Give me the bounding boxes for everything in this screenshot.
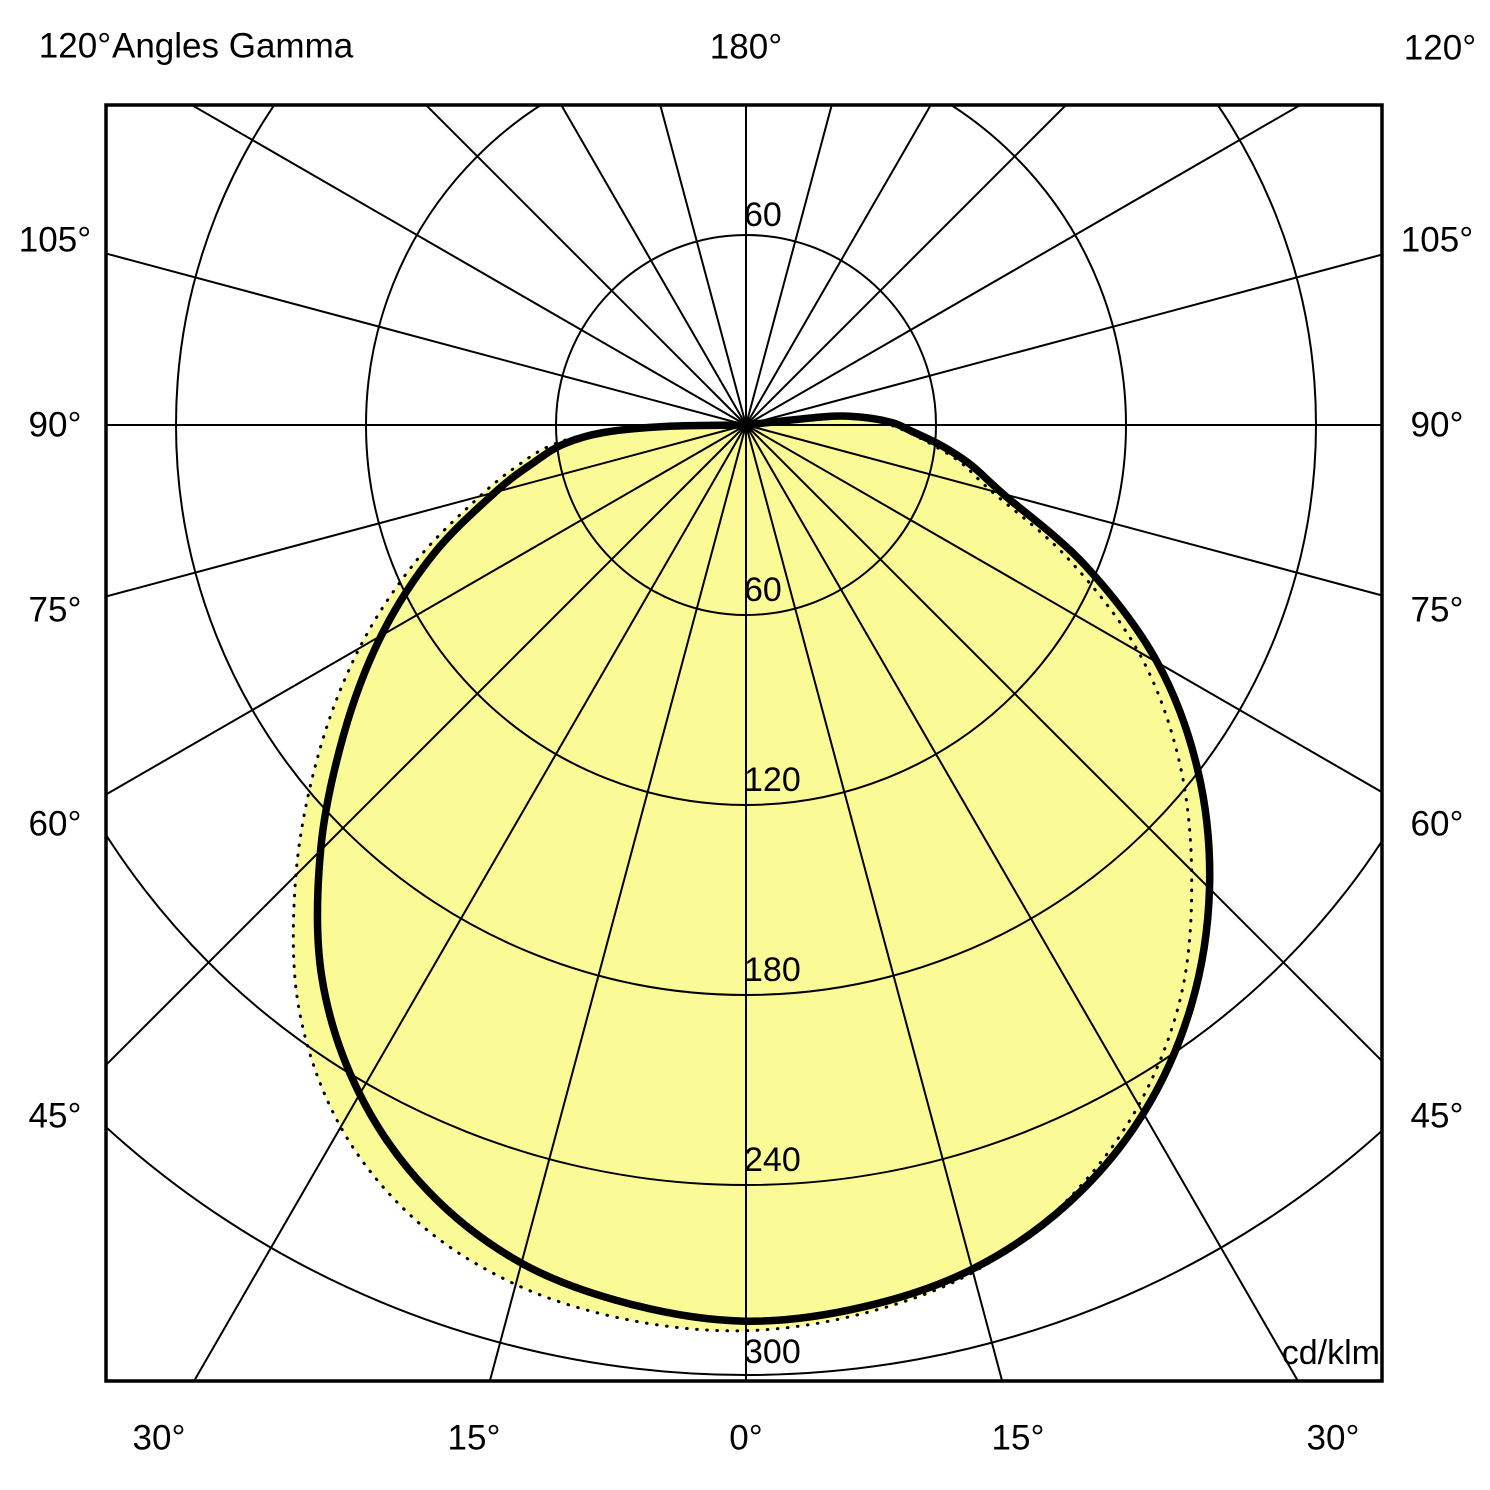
grid-ray-315 xyxy=(106,424,747,1067)
grid-ray-45 xyxy=(745,424,1382,1063)
grid-ray-150 xyxy=(745,105,932,426)
angle-label-right-75: 75° xyxy=(1410,590,1464,630)
beam-fill-solid-plane xyxy=(317,415,1210,1322)
angle-label-right-105: 105° xyxy=(1400,220,1474,260)
angle-label-left-90: 90° xyxy=(28,405,82,445)
grid-ray-15 xyxy=(745,424,1004,1381)
grid-ray-225 xyxy=(424,105,747,426)
grid-ray-135 xyxy=(745,105,1068,426)
grid-ray-285 xyxy=(106,424,747,598)
angle-label-left-45: 45° xyxy=(28,1096,82,1136)
grid-ray-255 xyxy=(106,252,747,426)
intensity-curve-dotted xyxy=(291,415,1194,1333)
grid-ray-345 xyxy=(488,424,747,1381)
angle-label-bottom-15r: 15° xyxy=(991,1418,1045,1458)
angle-label-bottom-0: 0° xyxy=(729,1418,763,1458)
angle-label-top-left: 120° xyxy=(38,26,112,66)
grid-ray-60 xyxy=(745,424,1382,794)
grid-ray-120 xyxy=(745,105,1303,426)
angle-label-right-45: 45° xyxy=(1410,1096,1464,1136)
angle-label-top-center: 180° xyxy=(709,27,783,67)
grid-ray-75 xyxy=(745,424,1382,597)
angle-label-left-105: 105° xyxy=(18,220,92,260)
grid-ray-195 xyxy=(659,105,747,426)
chart-title: Angles Gamma xyxy=(112,26,354,66)
grid-ray-300 xyxy=(106,424,747,796)
grid-ray-30 xyxy=(745,424,1300,1381)
angle-label-left-75: 75° xyxy=(28,590,82,630)
grid-ray-105 xyxy=(745,253,1382,426)
intensity-curve-solid xyxy=(313,412,1214,1325)
angle-label-left-60: 60° xyxy=(28,804,82,844)
grid-ray-330 xyxy=(192,424,747,1381)
grid-ray-240 xyxy=(189,105,747,426)
angle-label-right-90: 90° xyxy=(1410,405,1464,445)
angle-label-bottom-30r: 30° xyxy=(1306,1418,1360,1458)
ring-label-300: 300 xyxy=(744,1333,801,1371)
angle-label-right-60: 60° xyxy=(1410,804,1464,844)
grid-ray-165 xyxy=(745,105,833,426)
ring-label-60-above: 60 xyxy=(744,196,782,234)
ring-label-240: 240 xyxy=(744,1141,801,1179)
ring-label-120: 120 xyxy=(744,761,801,799)
ring-label-60: 60 xyxy=(744,571,782,609)
ring-label-180: 180 xyxy=(744,951,801,989)
angle-label-bottom-30l: 30° xyxy=(132,1418,186,1458)
unit-label: cd/klm xyxy=(1281,1334,1380,1372)
angle-label-bottom-15l: 15° xyxy=(447,1418,501,1458)
plot-frame xyxy=(104,103,1384,1383)
grid-ray-210 xyxy=(560,105,747,426)
angle-label-top-right: 120° xyxy=(1403,28,1477,68)
